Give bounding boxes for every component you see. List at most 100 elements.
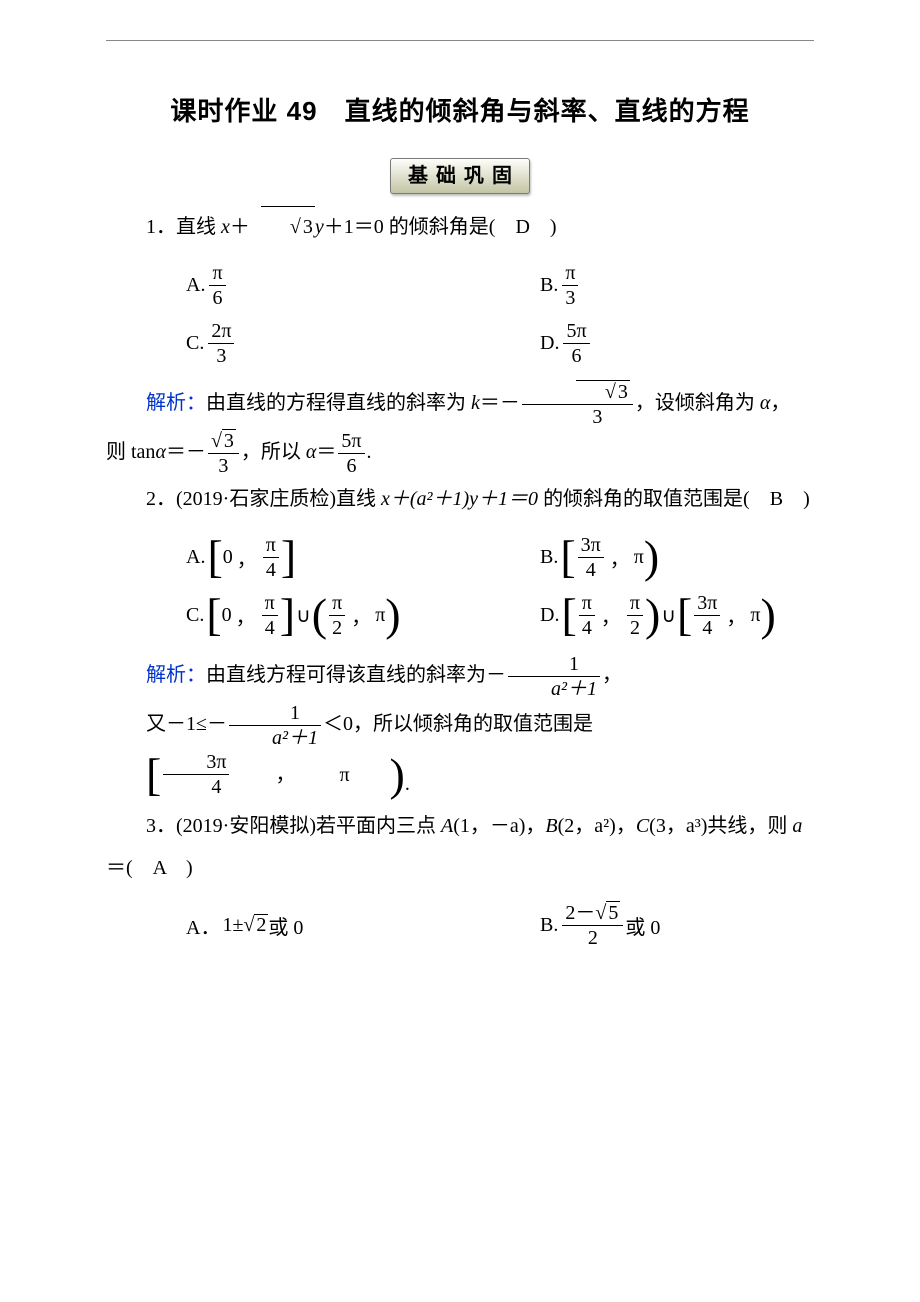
sqrt-icon: √2 [243,914,268,937]
denominator: 4 [262,616,278,640]
option-b: B. 2－√5 2 或 0 [460,897,814,955]
interval: [ π4 ， π2 ) [561,591,660,640]
sqrt-icon: √3 [250,206,315,248]
denominator: a²＋1 [229,726,321,750]
bracket-right-icon: ) [350,754,405,795]
denominator: 6 [563,344,589,368]
q3-stem: 3．(2019·安阳模拟)若平面内三点 A(1，－a)，B(2，a²)，C(3，… [106,805,814,889]
fraction: √33 [522,380,633,429]
text: 2－ [565,902,595,924]
union-icon: ∪ [661,603,676,628]
opt-label: B. [540,914,558,937]
val: π [375,604,385,627]
opt-label: A. [186,546,205,569]
answer: D [515,216,529,238]
paren: ) [186,857,193,879]
fraction: π2 [329,591,345,640]
option-b: B. π3 [460,256,814,314]
option-d: D. [ π4 ， π2 ) ∪ [ 3π4 ， π ) [460,586,814,644]
numerator: √3 [208,429,239,454]
denominator: 4 [578,558,604,582]
text: 或 0 [268,911,303,940]
interval: ( π2 ， π ) [312,591,401,640]
q2-stem: 2．(2019·石家庄质检)直线 x＋(a²＋1)y＋1＝0 的倾斜角的取值范围… [106,478,814,520]
fraction: π4 [262,591,278,640]
bracket-right-icon: ] [281,536,296,577]
q1-explanation-line2: 则 tanα＝－√33，所以 α＝5π6. [106,429,814,478]
period: . [367,441,372,463]
text: 直线 [336,488,381,510]
alpha: α [155,441,166,463]
text: 或 0 [625,911,660,940]
fraction: 2π3 [208,319,234,368]
point-c: C [636,815,649,837]
comma: ， [236,601,256,630]
comma: ， [610,543,630,572]
comma: ， [351,601,371,630]
interval: [ 0， π4 ] [207,533,296,582]
denominator: 3 [208,454,239,478]
val: π [750,604,760,627]
fraction: π3 [562,261,578,310]
numerator: 2π [208,319,234,344]
numerator: 5π [338,429,364,454]
bracket-left-icon: ( [312,594,327,635]
denominator: 4 [163,775,229,799]
paren: ) [550,216,557,238]
option-b: B. [ 3π4 ， π ) [460,528,814,586]
bracket-left-icon: [ [207,536,222,577]
val: 0 [222,604,232,627]
var-x: x [221,216,230,238]
numerator: π [209,261,225,286]
interval-body: π2 ， π [327,591,385,640]
comma: ， [237,543,257,572]
var-k: k [471,392,480,414]
numerator: 3π [694,591,720,616]
fraction: 5π6 [563,319,589,368]
numerator: π [262,591,278,616]
numerator: π [579,591,595,616]
numerator: π [627,591,643,616]
radicand: 5 [606,902,620,924]
interval-body: 3π4 ， π [692,591,760,640]
answer: A [153,857,166,879]
bracket-right-icon: ) [645,594,660,635]
radicand: 3 [222,430,236,452]
denominator: 4 [694,616,720,640]
bracket-left-icon: [ [561,594,576,635]
coord: (2，a²) [558,815,616,837]
option-a: A． 1±√2或 0 [106,897,460,955]
denominator: 3 [208,344,234,368]
interval: [ 3π4 ， π ) [560,533,659,582]
denominator: 2 [329,616,345,640]
interval-body: 3π4 ， π [161,750,349,799]
numerator: 1 [508,652,600,677]
denominator: 2 [562,926,623,950]
coord: (1，－a) [453,815,525,837]
text: ，设倾斜角为 [635,392,760,414]
opt-label: C. [186,332,204,355]
q1-options: A. π6 B. π3 C. 2π3 D. 5π6 [106,256,814,372]
text: 由直线方程可得该直线的斜率为－ [206,664,506,686]
fraction: π4 [263,533,279,582]
text: 则 tan [106,441,155,463]
option-c: C. [ 0， π4 ] ∪ ( π2 ， π ) [106,586,460,644]
fraction: π2 [627,591,643,640]
bracket-right-icon: ) [644,536,659,577]
bracket-right-icon: ] [280,594,295,635]
denominator: 3 [562,286,578,310]
fraction: 2－√5 2 [562,901,623,950]
q2-options: A. [ 0， π4 ] B. [ 3π4 ， π ) [106,528,814,644]
denominator: 6 [338,454,364,478]
text: 直线 [176,216,221,238]
option-a: A. π6 [106,256,460,314]
val: 0 [223,546,233,569]
bracket-left-icon: [ [560,536,575,577]
interval-body: 0， π4 [222,591,280,640]
numerator: 3π [163,750,229,775]
alpha: α [306,441,317,463]
point-b: B [545,815,557,837]
q2-number: 2． [146,488,176,510]
text: ， [770,392,790,414]
val: π [634,546,644,569]
